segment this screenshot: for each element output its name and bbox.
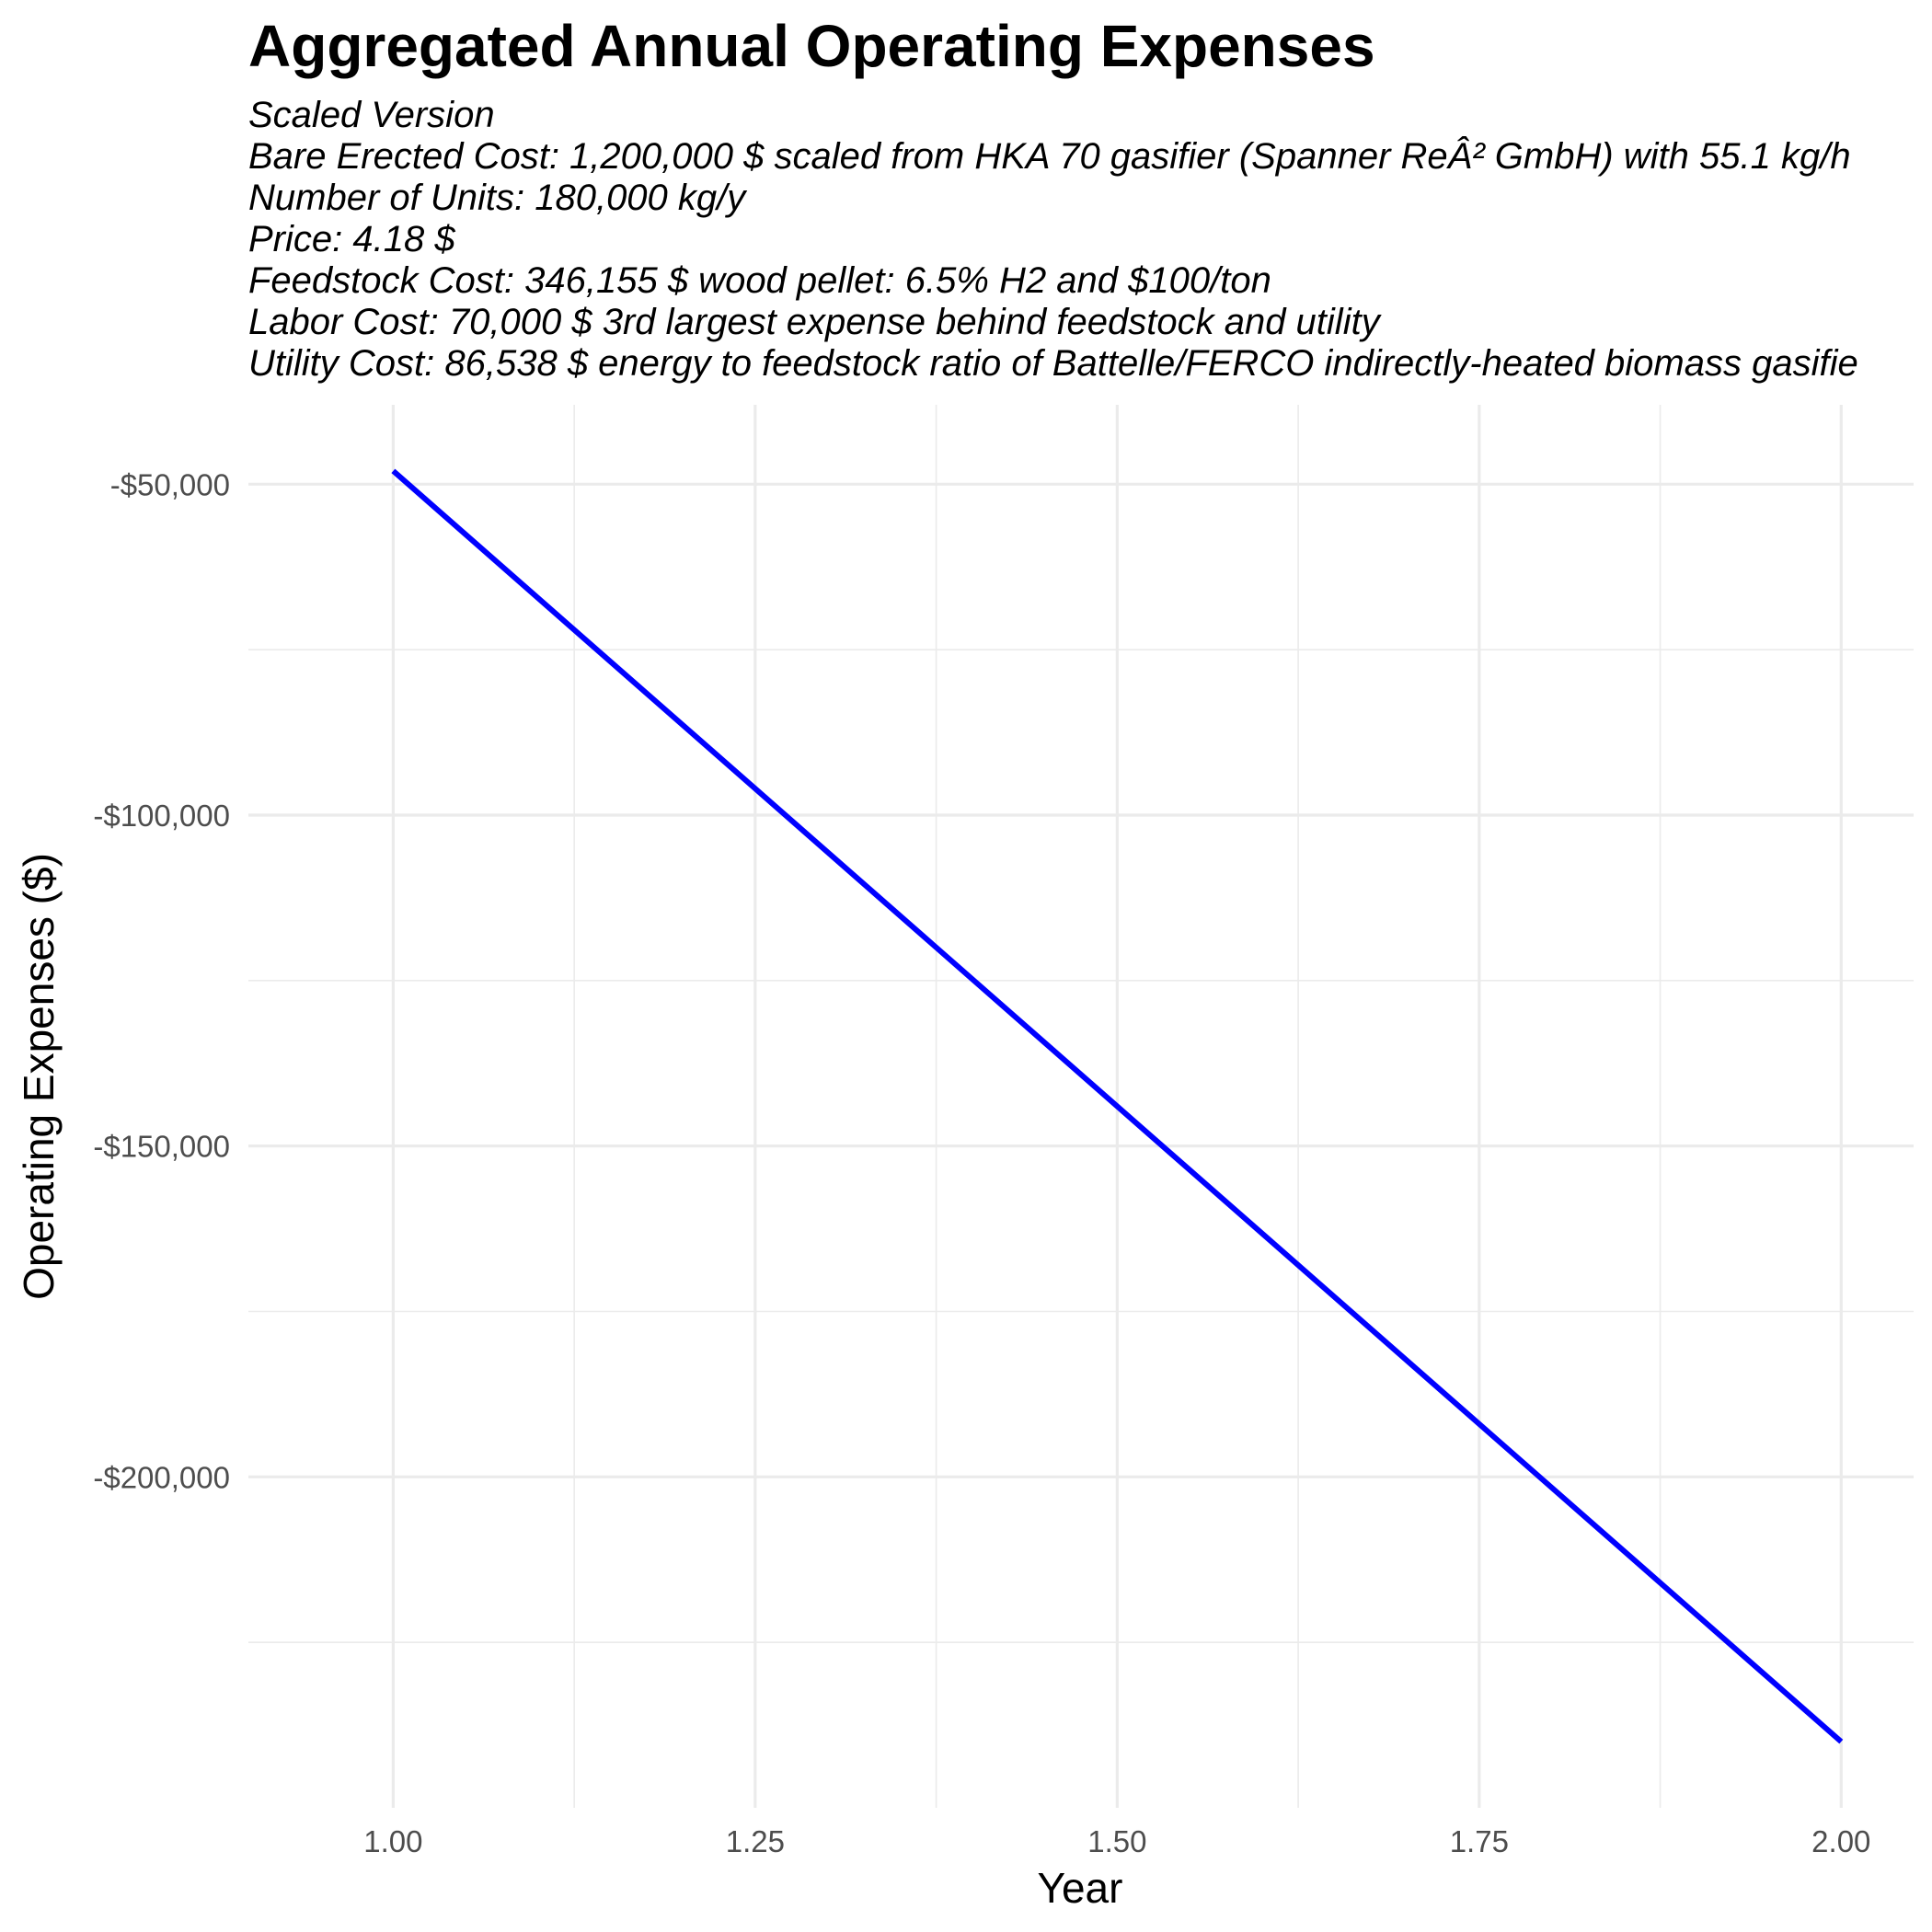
series-layer (391, 468, 1844, 1744)
y-tick-label: -$100,000 (93, 799, 230, 833)
y-axis-title: Operating Expenses ($) (15, 853, 63, 1300)
grid (248, 405, 1914, 1808)
series-line (391, 468, 1844, 1744)
chart-title: Aggregated Annual Operating Expenses (248, 13, 1375, 79)
y-tick-label: -$200,000 (93, 1460, 230, 1494)
subtitle-line: Price: 4.18 $ (248, 219, 455, 259)
y-tick-label: -$50,000 (110, 467, 230, 501)
subtitle-line: Number of Units: 180,000 kg/y (248, 178, 748, 218)
x-tick-label: 1.25 (726, 1824, 785, 1858)
subtitle-line: Feedstock Cost: 346,155 $ wood pellet: 6… (248, 260, 1271, 301)
y-axis-ticks: -$50,000 -$100,000 -$150,000 -$200,000 (93, 467, 230, 1494)
x-axis-ticks: 1.00 1.25 1.50 1.75 2.00 (363, 1824, 1870, 1858)
y-tick-label: -$150,000 (93, 1130, 230, 1164)
x-tick-label: 1.75 (1450, 1824, 1509, 1858)
subtitle-line: Scaled Version (248, 95, 495, 135)
subtitle-line: Labor Cost: 70,000 $ 3rd largest expense… (248, 302, 1383, 342)
x-tick-label: 1.00 (363, 1824, 422, 1858)
subtitle-line: Utility Cost: 86,538 $ energy to feedsto… (248, 343, 1858, 384)
x-tick-label: 2.00 (1811, 1824, 1870, 1858)
x-tick-label: 1.50 (1087, 1824, 1146, 1858)
x-axis-title: Year (1038, 1864, 1123, 1912)
subtitle-line: Bare Erected Cost: 1,200,000 $ scaled fr… (248, 135, 1851, 177)
